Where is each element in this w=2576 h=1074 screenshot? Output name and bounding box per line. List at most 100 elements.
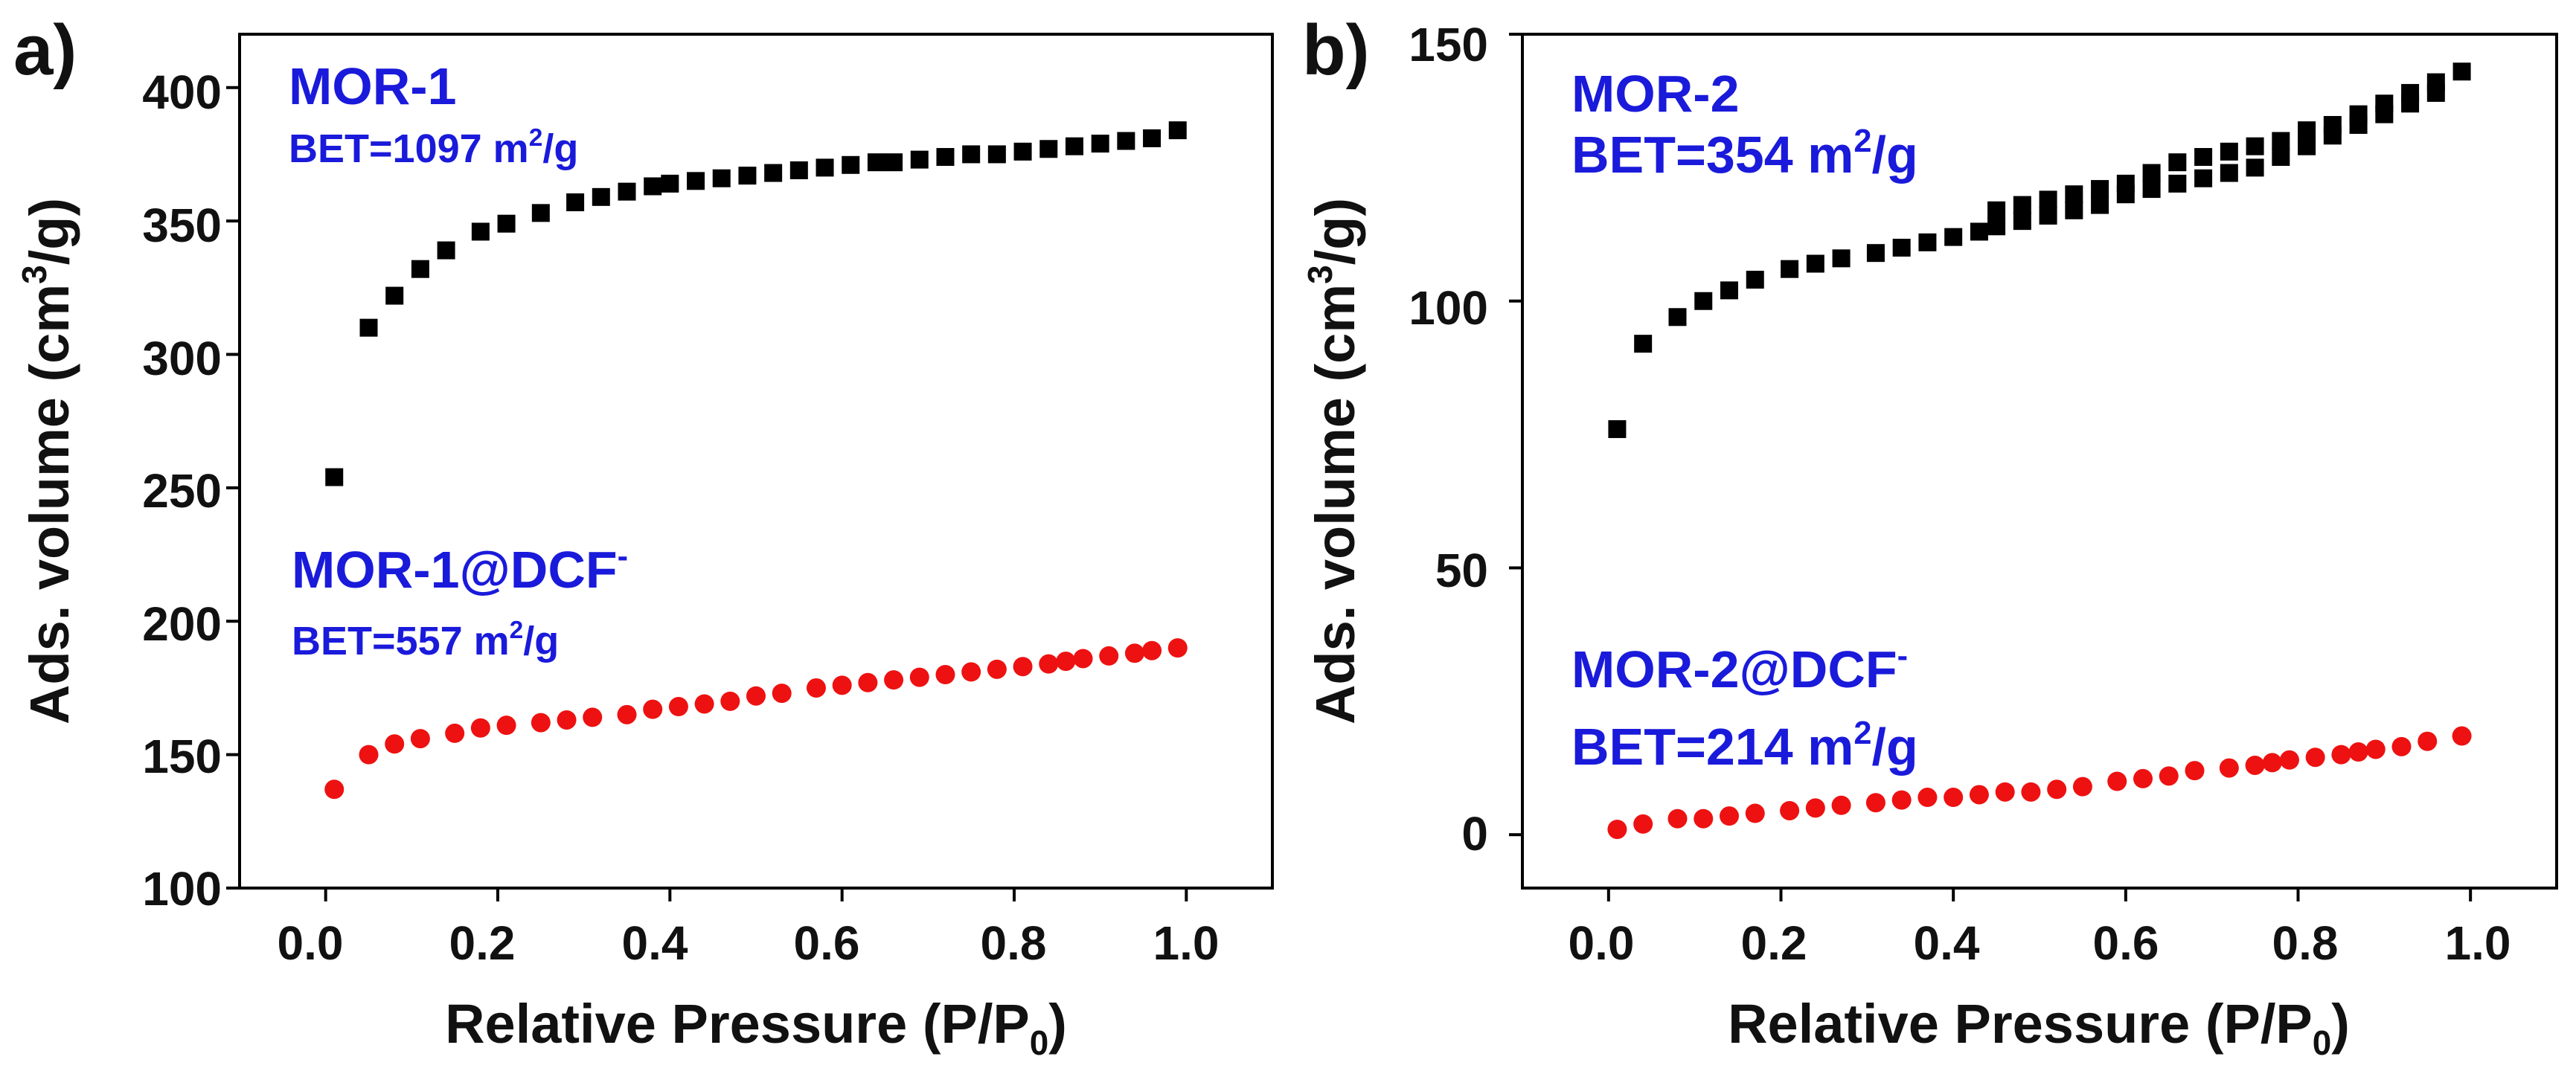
panel-b-mor-2-dcf-point bbox=[2072, 776, 2092, 797]
panel-a-y-axis-title: Ads. volume (cm3/g) bbox=[15, 198, 80, 724]
panel-b-mor-2-dcf-point bbox=[2305, 747, 2325, 768]
panel-b-mor-2-dcf-point bbox=[2047, 779, 2067, 800]
panel-b-mor-2-point bbox=[2039, 190, 2057, 209]
panel-a-mor-1-point bbox=[1013, 142, 1032, 161]
panel-b-mor-2-dcf-point bbox=[2452, 726, 2472, 746]
panel-b-mor-2-dcf-point bbox=[1667, 808, 1688, 829]
panel-a-mor-1-dcf-point bbox=[1124, 643, 1144, 663]
panel-b-mor-2-point bbox=[1987, 201, 2006, 219]
panel-a-mor-1-point bbox=[764, 164, 783, 182]
panel-a-mor-1-point bbox=[1065, 137, 1083, 155]
panel-b-mor-2-dcf-point bbox=[1805, 798, 1825, 818]
panel-a-mor-1-point bbox=[738, 167, 757, 185]
panel-a-y-tick-label: 200 bbox=[142, 597, 222, 651]
panel-b-mor-2-point bbox=[2039, 206, 2057, 225]
panel-b-mor-2-dcf-point bbox=[1891, 790, 1912, 810]
panel-b-y-tick-label: 50 bbox=[1435, 544, 1488, 597]
panel-b-mor-2-dcf-point bbox=[2245, 755, 2265, 775]
panel-a-annotation-mor1dcf-bet: BET=557 m2/g bbox=[292, 617, 559, 663]
panel-b-mor-2-dcf-point bbox=[2107, 771, 2127, 791]
panel-a-ticks bbox=[226, 86, 1188, 901]
panel-a-y-tick-label: 400 bbox=[142, 65, 222, 119]
panel-b-mor-2-point bbox=[2323, 115, 2342, 134]
panel-a-mor-1-point bbox=[497, 214, 516, 233]
panel-a-mor-1-point bbox=[359, 318, 378, 337]
panel-b-mor-2-point bbox=[2013, 212, 2031, 231]
panel-b-mor-2-point bbox=[2452, 62, 2471, 81]
panel-a-mor-1-dcf-point bbox=[772, 684, 792, 704]
panel-b: b) 0 50 100 150 0.0 0.2 0.4 0.6 0.8 1.0 … bbox=[1301, 10, 2558, 1062]
panel-b-mor-2-point bbox=[1944, 228, 1963, 246]
panel-b-mor-2-point bbox=[2013, 196, 2031, 214]
panel-b-mor-2-point bbox=[1720, 281, 1738, 300]
panel-b-x-tick-label: 0.0 bbox=[1569, 916, 1635, 970]
panel-b-y-tick-label: 0 bbox=[1461, 807, 1488, 861]
panel-a-mor-1-point bbox=[385, 286, 404, 305]
panel-a-mor-1-point bbox=[867, 153, 885, 172]
panel-b-mor-2-dcf-point bbox=[1633, 814, 1653, 834]
panel-b-mor-2-point bbox=[1866, 244, 1885, 263]
panel-a-mor-1-dcf-point bbox=[746, 686, 766, 706]
panel-b-mor-2-dcf-point bbox=[1745, 803, 1765, 823]
panel-a-mor-1-dcf-point bbox=[987, 659, 1007, 679]
panel-a-mor-1-point bbox=[592, 187, 610, 206]
panel-a-mor-1-dcf-point bbox=[1056, 652, 1076, 672]
panel-a-mor-1-point bbox=[816, 158, 834, 177]
panel-a-mor-1-point bbox=[936, 148, 955, 167]
panel-a-mor-1-point bbox=[910, 150, 929, 169]
panel-b-x-tick-label: 0.8 bbox=[2272, 916, 2339, 970]
panel-a-mor-1-point bbox=[618, 182, 636, 201]
panel-a-mor-1-dcf-point bbox=[935, 665, 955, 684]
panel-a-x-axis-title: Relative Pressure (P/P0) bbox=[445, 993, 1067, 1062]
panel-a-mor-1-dcf-point bbox=[643, 699, 663, 719]
panel-b-mor-2-point bbox=[2246, 158, 2264, 177]
panel-b-mor-2-dcf-point bbox=[2418, 731, 2438, 751]
panel-a-mor-1-dcf-point bbox=[806, 678, 826, 698]
panel-b-mor-2-dcf-point bbox=[1831, 795, 1851, 815]
panel-b-mor-2-point bbox=[1832, 249, 1851, 268]
panel-b-label: b) bbox=[1302, 10, 1370, 90]
panel-a-mor-1-point bbox=[437, 241, 455, 260]
panel-b-ticks bbox=[1509, 33, 2473, 901]
panel-a-y-tick-label: 250 bbox=[142, 464, 222, 518]
panel-b-mor-2-point bbox=[2091, 180, 2109, 199]
panel-b-mor-2-point bbox=[2375, 94, 2394, 113]
panel-b-mor-2-dcf-point bbox=[2219, 758, 2239, 778]
panel-a-mor-1-dcf-point bbox=[694, 694, 714, 714]
panel-b-mor-2-point bbox=[2142, 164, 2161, 182]
panel-b-mor-2-point bbox=[1634, 335, 1653, 353]
panel-b-mor-2-point bbox=[1694, 292, 1713, 310]
panel-b-mor-2-point bbox=[1746, 271, 1764, 289]
panel-b-mor-2-point bbox=[2246, 137, 2264, 155]
panel-b-mor-2-dcf-point bbox=[2279, 750, 2299, 770]
panel-a-mor-1-point bbox=[712, 169, 731, 187]
panel-a: a) 100 150 200 250 300 350 400 0.0 0.2 0… bbox=[13, 10, 1274, 1062]
panel-b-mor-2-point bbox=[1781, 260, 1799, 278]
panel-b-x-tick-label: 0.4 bbox=[1914, 916, 1980, 970]
panel-b-mor-2-point bbox=[2168, 174, 2187, 193]
panel-b-mor-2-point bbox=[2401, 83, 2420, 102]
panel-b-mor-2-point bbox=[2272, 148, 2290, 167]
panel-b-mor-2-point bbox=[1892, 239, 1911, 257]
panel-a-y-tick-label: 350 bbox=[142, 199, 222, 252]
panel-a-mor-1-point bbox=[1143, 129, 1162, 147]
panel-b-mor-2-point bbox=[2065, 201, 2083, 219]
panel-b-mor-2-dcf-point bbox=[1780, 800, 1800, 820]
panel-b-mor-2-dcf-point bbox=[2159, 766, 2179, 786]
panel-b-mor-2-dcf-point bbox=[2133, 768, 2153, 788]
panel-b-mor-2-point bbox=[1608, 419, 1627, 438]
panel-b-mor-2-point bbox=[2065, 185, 2083, 204]
panel-a-annotation-mor1-title: MOR-1 bbox=[289, 57, 457, 115]
panel-a-label: a) bbox=[13, 10, 77, 90]
panel-b-mor-2-point bbox=[1987, 217, 2006, 236]
panel-b-mor-2-point bbox=[2272, 132, 2290, 150]
panel-a-mor-1-dcf-point bbox=[1039, 654, 1059, 674]
panel-a-annotation-mor1-bet: BET=1097 m2/g bbox=[289, 124, 578, 171]
panel-a-x-tick-label: 0.6 bbox=[794, 916, 860, 970]
panel-a-mor-1-point bbox=[644, 177, 662, 196]
panel-b-x-tick-label: 0.6 bbox=[2093, 916, 2159, 970]
panel-b-mor-2-point bbox=[1918, 233, 1937, 251]
panel-a-mor-1-point bbox=[1168, 121, 1187, 140]
panel-a-mor-1-dcf-point bbox=[359, 745, 379, 765]
